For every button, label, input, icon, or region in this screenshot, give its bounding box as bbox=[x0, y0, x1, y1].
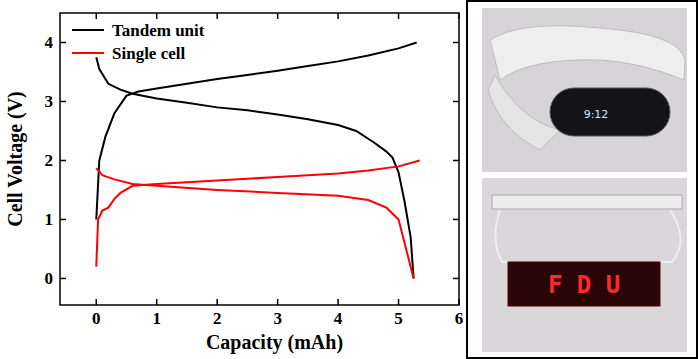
y-tick-label: 3 bbox=[45, 92, 54, 111]
y-tick-right bbox=[453, 219, 459, 221]
figure: 0 1 2 3 4 5 6 0 1 2 3 4 Tandem unit Single cell Capaci… bbox=[0, 0, 698, 359]
watch-face bbox=[550, 88, 670, 136]
flexible-battery bbox=[492, 195, 682, 209]
x-tick bbox=[337, 299, 339, 305]
y-tick-label: 1 bbox=[45, 210, 54, 229]
y-axis-label: Cell Voltage (V) bbox=[4, 91, 27, 227]
x-tick-top bbox=[277, 13, 279, 19]
watch-display-text: 9:12 bbox=[584, 108, 609, 121]
legend-swatch bbox=[72, 29, 104, 31]
legend-label: Tandem unit bbox=[112, 21, 205, 40]
x-tick-label: 3 bbox=[273, 309, 282, 328]
x-tick bbox=[216, 299, 218, 305]
x-tick-label: 1 bbox=[152, 309, 161, 328]
y-tick-right bbox=[453, 101, 459, 103]
x-tick bbox=[156, 299, 158, 305]
x-axis-label: Capacity (mAh) bbox=[206, 331, 343, 354]
x-tick bbox=[398, 299, 400, 305]
x-tick-label: 4 bbox=[334, 309, 343, 328]
series-line bbox=[96, 160, 419, 278]
y-tick-label: 2 bbox=[45, 151, 54, 170]
plot-lines bbox=[96, 42, 419, 278]
x-tick-top bbox=[337, 13, 339, 19]
y-tick-label: 4 bbox=[45, 33, 54, 52]
y-tick-right bbox=[453, 278, 459, 280]
y-tick-label: 0 bbox=[45, 269, 54, 288]
x-tick-label: 0 bbox=[92, 309, 101, 328]
y-tick-right bbox=[453, 160, 459, 162]
wire bbox=[495, 210, 508, 262]
led-board bbox=[508, 262, 660, 306]
y-tick bbox=[60, 278, 66, 280]
photo-background bbox=[482, 178, 687, 352]
x-tick-label: 5 bbox=[394, 309, 403, 328]
photo-background bbox=[482, 8, 687, 172]
x-tick-top bbox=[216, 13, 218, 19]
x-tick-top bbox=[156, 13, 158, 19]
x-tick bbox=[96, 299, 98, 305]
series-line bbox=[96, 42, 416, 278]
plot-frame bbox=[60, 13, 459, 305]
x-tick-top bbox=[96, 13, 98, 19]
led-text: F D U bbox=[548, 271, 620, 299]
band-lower bbox=[488, 75, 560, 150]
x-tick-label: 2 bbox=[213, 309, 222, 328]
wire bbox=[660, 210, 681, 262]
band bbox=[490, 26, 685, 80]
x-tick-label: 6 bbox=[455, 309, 464, 328]
y-tick bbox=[60, 160, 66, 162]
y-tick-right bbox=[453, 42, 459, 44]
photo-panel bbox=[467, 1, 697, 358]
y-tick bbox=[60, 219, 66, 221]
x-tick-top bbox=[398, 13, 400, 19]
x-tick bbox=[277, 299, 279, 305]
y-tick bbox=[60, 101, 66, 103]
legend-swatch bbox=[72, 52, 104, 54]
y-tick bbox=[60, 42, 66, 44]
legend-label: Single cell bbox=[112, 44, 185, 63]
